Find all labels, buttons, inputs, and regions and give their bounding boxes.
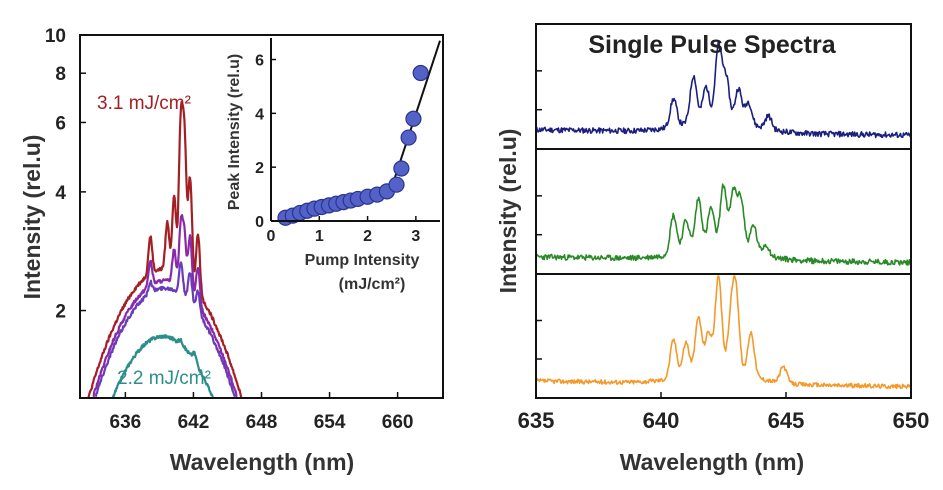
right-x-axis-label: Wavelength (nm) [620, 449, 804, 475]
right-title: Single Pulse Spectra [588, 31, 836, 59]
right-panel-3-spectrum [535, 275, 912, 390]
inset-xtick-label: 3 [411, 228, 420, 245]
inset-yticks: 0 2 4 6 [255, 53, 276, 231]
left-ytick-label: 2 [55, 302, 66, 323]
left-series-4 [111, 334, 214, 399]
left-annotation-low: 2.2 mJ/cm² [117, 368, 211, 389]
inset-y-axis-label: Peak Intensity (rel.u) [226, 54, 243, 211]
left-series-2 [92, 214, 238, 398]
left-series-1 [87, 101, 243, 399]
inset-points [277, 64, 429, 226]
right-panel-1-spectrum [535, 41, 912, 139]
inset-x-axis-unit: (mJ/cm²) [339, 276, 406, 293]
inset-xtick-label: 0 [267, 228, 276, 245]
left-xtick-label: 654 [314, 412, 346, 433]
inset-ytick-label: 0 [255, 214, 264, 231]
inset-ytick-label: 2 [255, 160, 264, 177]
left-ytick-label: 10 [45, 26, 66, 47]
left-series-3 [94, 261, 236, 398]
right-xtick-label: 645 [768, 408, 805, 433]
right-panel-2-spectrum [535, 183, 912, 266]
left-xtick-label: 636 [110, 412, 142, 433]
left-x-axis-label: Wavelength (nm) [170, 449, 354, 475]
inset-chart: 0 1 2 3 0 2 4 6 Pump Intensity (mJ/cm²) Peak I… [226, 38, 441, 293]
right-xticks: 635 640 645 650 [518, 392, 930, 433]
right-axes-frame [535, 23, 912, 399]
inset-data-point [393, 160, 410, 177]
right-yticks [536, 70, 542, 360]
right-chart: 635 640 645 650 Single Pulse Spectra Wavele… [495, 23, 930, 475]
left-ytick-label: 8 [55, 64, 66, 85]
left-ytick-label: 4 [55, 183, 66, 204]
inset-ytick-label: 4 [255, 106, 264, 123]
inset-data-point [388, 176, 405, 193]
left-annotation-high: 3.1 mJ/cm² [97, 93, 191, 114]
left-yticks: 2 4 6 8 10 [45, 26, 86, 323]
left-xtick-label: 648 [246, 412, 278, 433]
left-curves [87, 101, 243, 399]
inset-data-point [412, 64, 429, 82]
inset-ytick-label: 6 [255, 53, 264, 70]
left-ytick-label: 6 [55, 113, 66, 134]
right-panels [535, 41, 912, 390]
left-xtick-label: 642 [178, 412, 210, 433]
inset-data-point [405, 110, 422, 127]
left-xtick-label: 660 [382, 412, 414, 433]
inset-background [271, 38, 440, 221]
inset-x-axis-label: Pump Intensity [305, 252, 420, 269]
inset-data-point [400, 129, 417, 146]
inset-xtick-label: 2 [363, 228, 372, 245]
right-y-axis-label: Intensity (rel.u) [495, 129, 521, 294]
left-y-axis-label: Intensity (rel.u) [19, 135, 45, 300]
right-xtick-label: 640 [643, 408, 680, 433]
inset-xticks: 0 1 2 3 [267, 216, 420, 245]
inset-xtick-label: 1 [315, 228, 324, 245]
right-xtick-label: 635 [518, 408, 555, 433]
left-xticks: 636 642 648 654 660 [110, 392, 414, 433]
right-xtick-label: 650 [893, 408, 930, 433]
